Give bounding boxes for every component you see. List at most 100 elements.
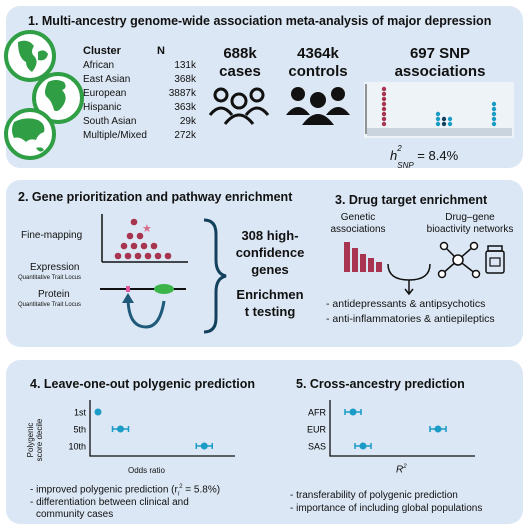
- fine-mapping-plot: ★: [101, 214, 188, 263]
- manhattan-dot: [381, 106, 387, 112]
- panel2-title: 2. Gene prioritization and pathway enric…: [18, 190, 293, 204]
- p4-bullet2-line1: - differentiation between clinical and: [30, 497, 189, 508]
- protein-sublabel: Quantitative Trait Locus: [18, 302, 82, 308]
- merge-arrow-icon: [387, 263, 431, 296]
- drug-bullet2: - anti-inflammatories & antiepileptics: [326, 313, 495, 325]
- controls-people-icon: [286, 87, 350, 125]
- genes-line2: confidence: [235, 245, 305, 260]
- globe-icons: [4, 30, 84, 160]
- manhattan-dot: [435, 111, 441, 117]
- cases-people-icon: [208, 87, 270, 125]
- p5-xlabel-sup: 2: [403, 464, 407, 470]
- heritability-h: h: [390, 148, 398, 163]
- tick-label: AFR: [308, 408, 327, 418]
- cluster-name: Multiple/Mixed: [83, 130, 147, 141]
- data-point: [94, 408, 102, 416]
- cluster-n: 131k: [174, 60, 196, 71]
- p4-bullet1: - improved polygenic prediction (rl2 = 5…: [30, 484, 220, 497]
- tick-label: 10th: [68, 442, 86, 452]
- panel3-title: 3. Drug target enrichment: [335, 193, 488, 207]
- manhattan-dot: [381, 111, 387, 117]
- cluster-n: 272k: [174, 130, 196, 141]
- panel5-title: 5. Cross-ancestry prediction: [296, 377, 465, 391]
- genes-line3: genes: [251, 262, 289, 277]
- network-line2: bioactivity networks: [426, 224, 514, 235]
- data-point: [117, 425, 124, 433]
- manhattan-dot: [491, 101, 497, 107]
- manhattan-dot: [381, 96, 387, 102]
- manhattan-dot: [491, 116, 497, 122]
- manhattan-dot: [447, 116, 453, 122]
- curly-brace: [203, 218, 227, 334]
- heritability-sup: 2: [397, 144, 402, 153]
- genetic-line1: Genetic: [340, 212, 376, 223]
- p4-xlabel: Odds ratio: [128, 466, 165, 475]
- tick-label: 1st: [74, 408, 87, 418]
- data-point: [359, 442, 367, 450]
- qtl-illustration: [100, 284, 186, 329]
- manhattan-dot: [381, 91, 387, 97]
- manhattan-dot: [491, 106, 497, 112]
- cluster-n: 368k: [174, 74, 196, 85]
- cluster-name: South Asian: [83, 116, 137, 127]
- tick-label: SAS: [308, 442, 326, 452]
- p4-bullet1-sub: l: [177, 491, 180, 498]
- svg-text:★: ★: [142, 222, 152, 235]
- protein-label: Protein: [38, 289, 70, 300]
- genes-line1: 308 high-: [241, 228, 299, 243]
- snp-line2: associations: [394, 63, 486, 80]
- globe-icon-asia: [4, 108, 56, 160]
- chart-axes: [89, 400, 235, 457]
- panel1-title: 1. Multi-ancestry genome-wide associatio…: [28, 14, 492, 28]
- leave-one-out-chart: 1st 5th 10th: [68, 400, 235, 457]
- p5-xlabel-r: R: [396, 464, 404, 476]
- heritability: h 2 SNP = 8.4%: [390, 144, 459, 170]
- globe-icon-americas: [4, 30, 56, 82]
- heritability-value: = 8.4%: [413, 148, 459, 163]
- bar-chart-icon: [344, 242, 382, 272]
- data-point: [200, 442, 208, 450]
- table-header-n: N: [157, 45, 165, 57]
- p5-bullet1: - transferability of polygenic predictio…: [290, 490, 458, 501]
- cases-value: 688k: [223, 45, 257, 62]
- manhattan-dot: [381, 116, 387, 122]
- table-header-cluster: Cluster: [83, 45, 121, 57]
- globe-icon-europe-africa: [32, 72, 84, 124]
- p4-ylabel-line1: Polygenic: [26, 422, 35, 458]
- cluster-name: Hispanic: [83, 102, 122, 113]
- manhattan-dot: [381, 101, 387, 107]
- cross-ancestry-chart: AFR EUR SAS: [307, 400, 475, 457]
- manhattan-dot: [491, 121, 497, 127]
- expression-sublabel: Quantitative Trait Locus: [18, 275, 82, 281]
- enrich-line1: Enrichmen: [236, 287, 304, 302]
- expression-label: Expression: [30, 262, 80, 273]
- fine-mapping-label: Fine-mapping: [21, 230, 83, 241]
- genetic-line2: associations: [330, 224, 386, 235]
- cases-label: cases: [219, 63, 261, 80]
- panel4-title: 4. Leave-one-out polygenic prediction: [30, 377, 256, 391]
- p4-bullet1-prefix: - improved polygenic prediction (r: [30, 484, 178, 496]
- manhattan-dot: [381, 121, 387, 127]
- manhattan-dot: [381, 86, 387, 92]
- controls-label: controls: [288, 63, 348, 80]
- manhattan-dot: [491, 111, 497, 117]
- manhattan-dot: [435, 116, 441, 122]
- cluster-name: East Asian: [83, 74, 131, 85]
- data-point: [434, 425, 442, 433]
- p4-bullet1-sup: 2: [179, 484, 183, 490]
- cluster-n: 3887k: [168, 88, 196, 99]
- pill-bottle-icon: [485, 245, 505, 274]
- p4-bullet1-suffix: = 5.8%): [182, 484, 221, 496]
- manhattan-dot: [435, 121, 441, 127]
- p5-xlabel: R2: [396, 464, 407, 475]
- p4-ylabel: Polygenic score decile: [26, 410, 44, 470]
- network-line1: Drug–gene: [445, 212, 495, 223]
- snp-line1: 697 SNP: [409, 45, 471, 62]
- controls-value: 4364k: [297, 45, 339, 62]
- data-point: [349, 408, 357, 416]
- manhattan-dot: [441, 121, 447, 127]
- enrich-line2: t testing: [244, 304, 296, 319]
- chart-axes: [329, 400, 475, 457]
- network-icon: [437, 241, 481, 279]
- p4-ylabel-line2: score decile: [35, 418, 44, 462]
